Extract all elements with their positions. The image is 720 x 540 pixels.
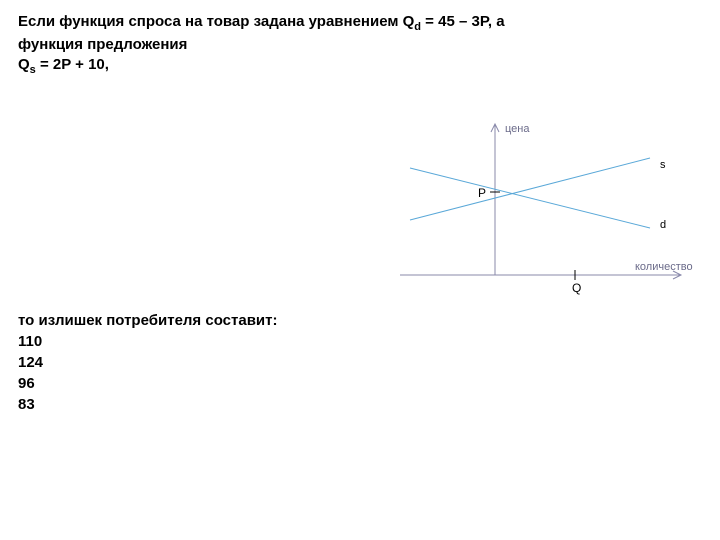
axis-x-label: количество <box>635 261 693 273</box>
axis-y-label: цена <box>505 123 530 135</box>
q-line3-prefix: Q <box>18 56 30 73</box>
q-line1-sub: d <box>414 21 421 33</box>
answer-option: 96 <box>18 373 277 394</box>
question-text: Если функция спроса на товар задана урав… <box>18 12 702 78</box>
answer-prompt: то излишек потребителя составит: <box>18 310 277 331</box>
q-line1-suffix: = 45 – 3P, а <box>421 13 505 30</box>
q-label: Q <box>572 281 581 295</box>
supply-line <box>410 158 650 220</box>
q-line3-suffix: = 2P + 10, <box>36 56 109 73</box>
answer-option: 110 <box>18 331 277 352</box>
demand-line <box>410 168 650 228</box>
q-line1-prefix: Если функция спроса на товар задана урав… <box>18 13 414 30</box>
answer-option: 83 <box>18 394 277 415</box>
s-curve-label: s <box>660 159 666 171</box>
p-label: P <box>478 186 486 200</box>
d-curve-label: d <box>660 219 666 231</box>
q-line2: функция предложения <box>18 36 187 53</box>
supply-demand-chart: цена количество P Q s d <box>380 110 700 310</box>
chart-svg: цена количество P Q s d <box>380 110 700 310</box>
answer-block: то излишек потребителя составит: 110 124… <box>18 310 277 415</box>
answer-option: 124 <box>18 352 277 373</box>
